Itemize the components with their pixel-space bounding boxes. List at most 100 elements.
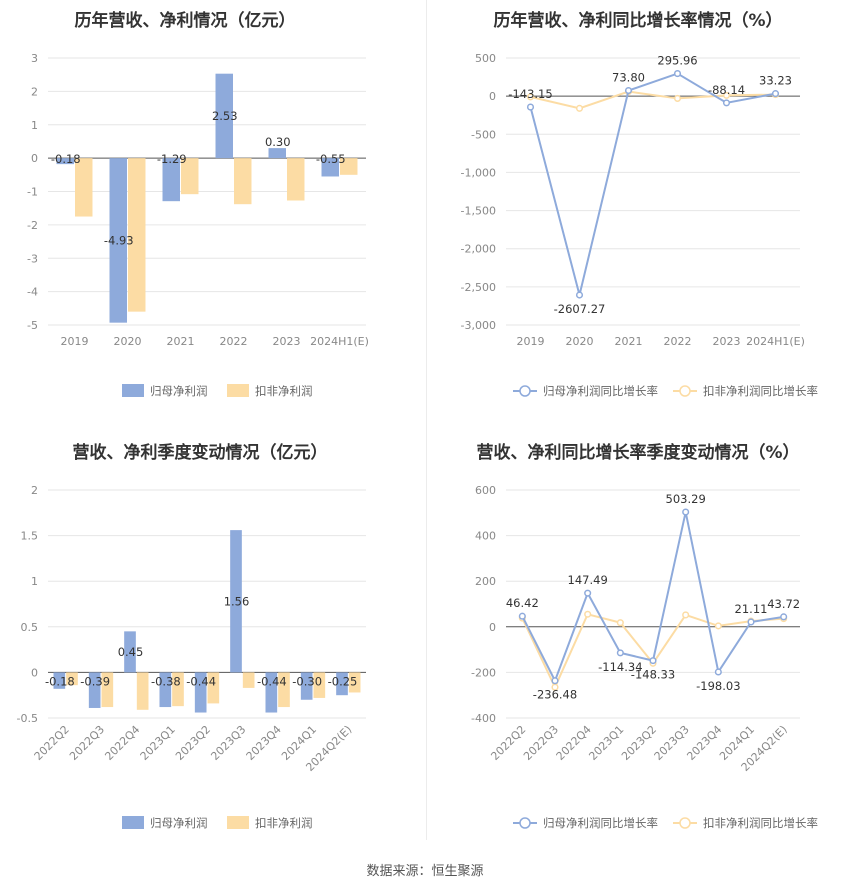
point-deducted-profit-growth: [722, 91, 731, 99]
point-deducted-profit-growth: [584, 610, 592, 618]
x-tick-label: 2019: [517, 335, 545, 348]
legend-swatch-net-profit: [122, 816, 144, 829]
bar-deducted-profit: [340, 158, 358, 175]
y-tick-label: -2,500: [461, 281, 496, 294]
point-data-label: 503.29: [666, 492, 706, 506]
bar-data-label: -0.18: [51, 152, 81, 166]
bar-data-label: 2.53: [212, 109, 238, 123]
annual-profit-bar-chart: 历年营收、净利情况（亿元） 3 2 1 0 -1 -2 -3 -4 -5 2019 2020 2021 2…: [0, 0, 425, 415]
x-tick-label: 2021: [167, 335, 195, 348]
bar-data-label: -0.44: [186, 674, 216, 688]
point-net-profit-growth: [771, 90, 780, 98]
x-tick-label: 2023Q1: [586, 723, 626, 763]
legend-label: 归母净利润同比增长率: [543, 816, 658, 830]
quarterly-profit-bar-chart: 营收、净利季度变动情况（亿元） 2 1.5 1 0.5 0 -0.5 2022Q2 2022Q3…: [0, 425, 425, 845]
chart-svg: 营收、净利季度变动情况（亿元） 2 1.5 1 0.5 0 -0.52022Q22022Q3…: [17, 442, 366, 830]
point-net-profit-growth: [526, 103, 535, 111]
point-net-profit-growth: [624, 86, 633, 95]
point-net-profit-growth: [747, 618, 755, 626]
legend-label: 归母净利润: [150, 384, 208, 398]
y-tick-label: 0: [489, 90, 496, 103]
point-net-profit-growth: [780, 613, 788, 621]
annual-growth-line-chart: 历年营收、净利同比增长率情况（%） 500 0 -500 -1,000 -1,500 -2,…: [427, 0, 850, 415]
legend-label: 归母净利润: [150, 816, 208, 830]
y-tick-label: -1,000: [461, 166, 496, 179]
point-deducted-profit-growth: [673, 94, 682, 102]
y-tick-label: -2,000: [461, 243, 496, 256]
y-tick-label: 1: [31, 575, 38, 588]
line-net-profit-growth: [521, 511, 784, 684]
bar-net-profit: [300, 672, 313, 700]
y-tick-label: 600: [475, 484, 496, 497]
y-tick-label: 1: [31, 119, 38, 132]
point-deducted-profit-growth: [682, 611, 690, 619]
y-tick-label: -3,000: [461, 319, 496, 332]
bar-net-profit: [336, 672, 348, 696]
point-data-label: -148.33: [631, 668, 675, 682]
bar-data-label: -0.25: [328, 674, 358, 688]
bar-data-label: -0.38: [151, 674, 181, 688]
x-tick-label: 2021: [615, 335, 643, 348]
point-net-profit-growth: [682, 508, 690, 516]
x-tick-label: 2020: [566, 335, 594, 348]
bar-deducted-profit: [278, 672, 290, 708]
y-tick-label: -3: [27, 252, 38, 265]
point-data-label: 295.96: [657, 54, 697, 68]
y-tick-label: -400: [471, 712, 496, 725]
bar-data-label: -0.44: [257, 674, 287, 688]
point-deducted-profit-growth: [616, 619, 624, 627]
y-tick-label: -4: [27, 286, 38, 299]
bar-net-profit: [215, 73, 233, 159]
panel-divider: [426, 0, 427, 840]
point-data-label: -143.15: [508, 87, 552, 101]
x-tick-label: 2024H1(E): [746, 335, 805, 348]
point-data-label: -114.34: [598, 660, 642, 674]
y-tick-label: -1,500: [461, 205, 496, 218]
bar-deducted-profit: [101, 672, 114, 708]
point-net-profit-growth: [722, 99, 731, 107]
bar-deducted-profit: [66, 672, 78, 686]
point-data-label: 73.80: [612, 71, 645, 85]
legend-label: 扣非净利润: [255, 384, 313, 398]
legend-marker-net-profit-growth: [519, 817, 531, 829]
bar-data-label: -1.29: [157, 152, 187, 166]
bar-data-label: -4.93: [104, 233, 134, 247]
chart-svg: 历年营收、净利情况（亿元） 3 2 1 0 -1 -2 -3 -4 -5 2019 2020 2021 2…: [27, 10, 369, 398]
bar-deducted-profit: [287, 158, 305, 201]
x-tick-label: 2019: [61, 335, 89, 348]
bar-data-label: -0.30: [292, 674, 322, 688]
point-deducted-profit-growth: [575, 104, 584, 112]
y-tick-label: 3: [31, 52, 38, 65]
legend-swatch-net-profit: [122, 384, 144, 397]
legend-label: 扣非净利润同比增长率: [703, 384, 818, 398]
bar-deducted-profit: [234, 158, 252, 205]
bar-data-label: 0.30: [265, 135, 291, 149]
x-tick-label: 2022Q2: [32, 723, 72, 763]
x-tick-label: 2022: [664, 335, 692, 348]
bar-net-profit: [53, 672, 66, 689]
point-data-label: 43.72: [767, 597, 800, 611]
bar-net-profit: [321, 158, 339, 177]
point-net-profit-growth: [714, 668, 722, 676]
x-tick-label: 2023Q2: [173, 723, 213, 763]
bar-data-label: -0.55: [316, 152, 346, 166]
x-tick-label: 2023Q1: [138, 723, 178, 763]
point-net-profit-growth: [649, 657, 657, 665]
legend-marker-deducted-profit-growth: [679, 385, 691, 397]
point-data-label: -88.14: [708, 83, 745, 97]
bar-net-profit: [162, 158, 180, 202]
bar-net-profit: [194, 672, 207, 713]
y-tick-label: -200: [471, 666, 496, 679]
bar-deducted-profit: [207, 672, 220, 704]
y-tick-label: -500: [471, 128, 496, 141]
x-tick-label: 2022: [220, 335, 248, 348]
legend-label: 归母净利润同比增长率: [543, 384, 658, 398]
y-tick-label: 2: [31, 85, 38, 98]
point-net-profit-growth: [616, 649, 624, 657]
legend-marker-net-profit-growth: [519, 385, 531, 397]
line-deducted-profit-growth: [530, 90, 776, 110]
x-tick-label: 2024H1(E): [310, 335, 369, 348]
x-tick-label: 2022Q3: [521, 723, 561, 763]
bar-data-label: 1.56: [224, 594, 250, 608]
x-tick-label: 2023Q4: [684, 723, 724, 763]
